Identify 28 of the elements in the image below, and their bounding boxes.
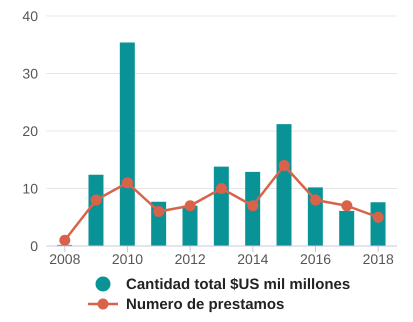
legend-label: Cantidad total $US mil millones	[126, 276, 350, 292]
x-tick-label: 2018	[362, 250, 394, 267]
y-tick-label: 10	[22, 180, 38, 196]
point	[122, 177, 133, 188]
point	[247, 200, 258, 212]
bar	[182, 206, 198, 246]
point	[372, 212, 384, 223]
point	[278, 160, 290, 171]
x-tick-label: 2016	[300, 250, 332, 267]
y-tick-label: 0	[30, 238, 38, 254]
x-tick-label: 2008	[49, 250, 81, 267]
x-tick-label: 2014	[237, 250, 269, 267]
x-tick-label: 2012	[174, 250, 206, 267]
point	[310, 194, 322, 206]
point	[184, 200, 196, 212]
bar	[339, 210, 354, 246]
point	[216, 183, 227, 194]
legend-label: Numero de prestamos	[126, 296, 284, 312]
x-tick-label: 2010	[112, 250, 144, 267]
point	[59, 234, 70, 246]
point	[153, 206, 164, 217]
bar	[276, 124, 292, 246]
y-tick-label: 30	[22, 65, 38, 82]
point	[90, 194, 102, 206]
bar	[120, 42, 135, 246]
y-tick-label: 20	[22, 122, 38, 139]
y-tick-label: 40	[22, 8, 38, 24]
point	[341, 200, 352, 212]
